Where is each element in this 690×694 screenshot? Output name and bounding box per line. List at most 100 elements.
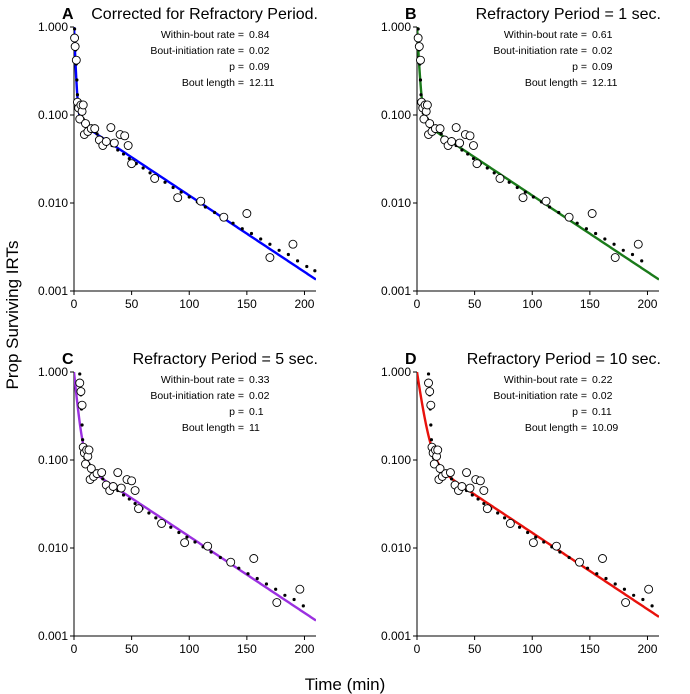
panel-letter: B xyxy=(405,6,417,23)
panel-letter: C xyxy=(62,351,74,368)
data-point xyxy=(495,174,505,183)
data-point xyxy=(610,253,620,262)
y-tick-label: 0.001 xyxy=(381,629,411,643)
stat-label: Bout-initiation rate = xyxy=(150,390,244,402)
dotted-curve-dot xyxy=(305,264,309,269)
dotted-curve-dot xyxy=(116,148,120,152)
data-point xyxy=(70,33,80,43)
data-point xyxy=(455,138,465,148)
y-tick-label: 1.000 xyxy=(381,365,411,379)
dotted-curve-dot xyxy=(264,582,269,586)
data-point xyxy=(479,486,489,495)
data-point xyxy=(150,174,160,183)
dotted-curve-dot xyxy=(171,185,175,190)
dotted-curve-dot xyxy=(147,511,151,515)
dotted-curve-dot xyxy=(295,259,300,263)
dotted-curve-dot xyxy=(594,231,598,236)
data-point xyxy=(505,519,515,528)
data-point xyxy=(465,131,475,141)
stat-value: 0.02 xyxy=(249,45,270,57)
dotted-curve-dot xyxy=(80,423,84,427)
dotted-curve-dot xyxy=(502,516,507,520)
stat-label: Within-bout rate = xyxy=(504,29,587,41)
stat-label: p = xyxy=(572,61,587,73)
stat-value: 0.11 xyxy=(592,406,612,418)
x-tick-label: 200 xyxy=(294,297,314,311)
data-point xyxy=(106,123,116,133)
dotted-curve-dot xyxy=(313,269,317,273)
dotted-curve-dot xyxy=(121,493,126,497)
data-point xyxy=(475,476,485,486)
data-point xyxy=(71,55,81,65)
dotted-curve-dot xyxy=(240,227,244,231)
data-point xyxy=(76,387,86,396)
dotted-curve-dot xyxy=(567,555,571,560)
dotted-curve-dot xyxy=(547,205,552,209)
stat-value: 12.11 xyxy=(249,77,275,89)
stat-value: 0.84 xyxy=(249,29,270,41)
stat-label: Within-bout rate = xyxy=(504,374,587,386)
dotted-curve-dot xyxy=(75,78,79,82)
data-point xyxy=(84,445,94,455)
stat-value: 0.1 xyxy=(249,406,264,418)
x-tick-label: 100 xyxy=(522,642,542,656)
y-tick-label: 0.100 xyxy=(381,108,411,122)
fit-curve xyxy=(74,27,316,281)
x-tick-label: 150 xyxy=(237,642,257,656)
data-point xyxy=(219,212,229,222)
dotted-curve-dot xyxy=(249,231,254,236)
x-tick-label: 200 xyxy=(637,642,657,656)
dotted-curve-dot xyxy=(187,195,191,199)
data-point xyxy=(445,468,455,477)
dotted-curve-dot xyxy=(416,27,420,31)
data-point xyxy=(451,123,461,133)
panel-c: 0.001 0.010 0.100 1.000 0 50 100 150 200 C Refract… xyxy=(38,351,318,656)
dotted-curve-dot xyxy=(154,516,158,520)
x-tick-label: 200 xyxy=(294,642,314,656)
stat-label: Bout length = xyxy=(182,77,244,89)
stat-label: Bout length = xyxy=(525,77,587,89)
dotted-curve-dot xyxy=(237,566,241,570)
data-point xyxy=(203,541,213,551)
data-point xyxy=(472,159,482,169)
dotted-curve-dot xyxy=(650,604,654,608)
dotted-curve-dot xyxy=(622,587,627,591)
data-point xyxy=(435,124,445,134)
stat-value: 0.33 xyxy=(249,374,270,386)
stat-value: 11 xyxy=(249,422,260,434)
dotted-curve-dot xyxy=(585,566,590,570)
data-point xyxy=(81,119,90,128)
dotted-curve-dot xyxy=(613,582,617,586)
dotted-curve-dot xyxy=(526,530,530,535)
dotted-curve-dot xyxy=(292,597,296,602)
dotted-curve-dot xyxy=(621,248,625,252)
y-tick-label: 0.010 xyxy=(381,196,411,210)
panel-letter: A xyxy=(62,6,74,23)
dotted-curve-dot xyxy=(95,132,99,136)
dotted-curve-dot xyxy=(277,248,281,252)
data-point xyxy=(587,209,597,218)
x-tick-label: 0 xyxy=(414,642,421,656)
data-point xyxy=(226,557,236,567)
dotted-curve-dot xyxy=(460,148,464,152)
dotted-curve-dot xyxy=(641,597,645,602)
dotted-curve-dot xyxy=(121,152,126,156)
x-tick-label: 150 xyxy=(580,642,600,656)
dotted-curve-dot xyxy=(179,190,183,194)
dotted-curve-dot xyxy=(557,210,561,215)
data-point xyxy=(116,483,126,493)
stat-value: 0.09 xyxy=(249,61,270,73)
panel-d: 0.001 0.010 0.100 1.000 0 50 100 150 200 D Refract… xyxy=(381,351,661,656)
stat-label: Bout-initiation rate = xyxy=(493,390,587,402)
data-point xyxy=(120,131,130,141)
data-point xyxy=(272,598,282,607)
dotted-curve-dot xyxy=(81,438,85,442)
panel-title: Refractory Period = 5 sec. xyxy=(133,351,318,368)
stat-label: p = xyxy=(229,406,244,418)
stat-label: Within-bout rate = xyxy=(161,374,244,386)
data-point xyxy=(295,584,305,594)
dotted-curve-dot xyxy=(575,221,579,225)
stat-label: Bout-initiation rate = xyxy=(493,45,587,57)
dotted-curve-dot xyxy=(185,535,189,539)
panel-b: 0.001 0.010 0.100 1.000 0 50 100 150 200 B Refract… xyxy=(381,6,661,311)
